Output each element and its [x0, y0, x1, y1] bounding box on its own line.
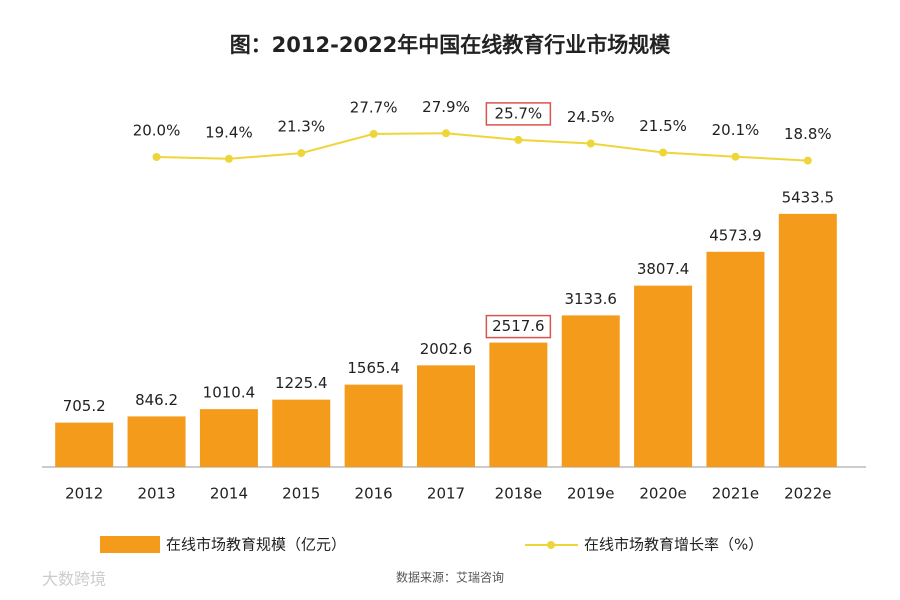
bar: [199, 409, 258, 467]
bar: [489, 342, 548, 467]
bar: [634, 285, 693, 467]
x-tick-label: 2017: [427, 485, 465, 503]
data-label: 2002.6: [420, 340, 473, 358]
bar: [344, 384, 403, 467]
point: [369, 129, 378, 138]
point: [152, 153, 161, 161]
point: [514, 135, 523, 144]
x-tick-label: 2016: [355, 485, 393, 503]
x-tick-label: 2018e: [495, 485, 542, 503]
point: [803, 156, 812, 165]
data-label: 1225.4: [275, 374, 328, 392]
legend-label: 在线市场教育规模（亿元）: [166, 536, 346, 554]
data-label: 25.7%: [495, 104, 543, 122]
line: [156, 132, 808, 162]
bar: [561, 315, 620, 467]
watermark: 大数跨境: [42, 570, 106, 589]
bar: [706, 251, 765, 467]
point: [297, 149, 306, 158]
data-label: 3133.6: [564, 290, 617, 308]
x-tick-label: 2015: [282, 485, 320, 503]
data-label: 20.1%: [712, 121, 760, 139]
data-label: 24.5%: [567, 108, 615, 126]
bar: [778, 213, 837, 467]
data-label: 705.2: [63, 397, 106, 415]
data-label: 20.0%: [133, 122, 181, 140]
data-label: 846.2: [135, 391, 178, 409]
data-label: 3807.4: [637, 260, 690, 278]
x-tick-label: 2022e: [784, 485, 831, 503]
data-label: 21.3%: [277, 118, 325, 136]
bar: [127, 416, 186, 467]
data-label: 27.9%: [422, 98, 470, 116]
point: [442, 129, 450, 138]
point: [224, 154, 233, 163]
bar: [272, 399, 331, 467]
legend-label: 在线市场教育增长率（%）: [584, 536, 763, 554]
data-label: 5433.5: [782, 188, 835, 206]
highlight-box: [485, 102, 552, 126]
x-tick-label: 2019e: [567, 485, 614, 503]
x-tick-label: 2012: [65, 485, 103, 503]
data-label: 21.5%: [639, 117, 687, 135]
point: [659, 148, 668, 157]
x-tick-label: 2014: [210, 485, 248, 503]
x-tick-label: 2020e: [639, 485, 686, 503]
data-label: 1565.4: [347, 359, 400, 377]
chart-title: 图：2012-2022年中国在线教育行业市场规模: [230, 33, 672, 57]
bar: [417, 365, 475, 467]
legend-swatch: [100, 536, 160, 553]
x-tick-label: 2021e: [712, 485, 759, 503]
legend-dot: [547, 541, 555, 549]
source: 数据来源：艾瑞咨询: [396, 570, 504, 585]
highlight-box: [485, 314, 552, 339]
data-label: 2517.6: [492, 317, 545, 335]
data-label: 1010.4: [203, 384, 256, 402]
point: [586, 139, 595, 148]
data-label: 18.8%: [784, 125, 832, 143]
data-label: 27.7%: [350, 98, 398, 116]
point: [731, 152, 740, 161]
data-label: 19.4%: [205, 123, 253, 141]
data-label: 4573.9: [709, 226, 762, 244]
x-tick-label: 2013: [137, 485, 175, 503]
bar: [55, 422, 114, 467]
